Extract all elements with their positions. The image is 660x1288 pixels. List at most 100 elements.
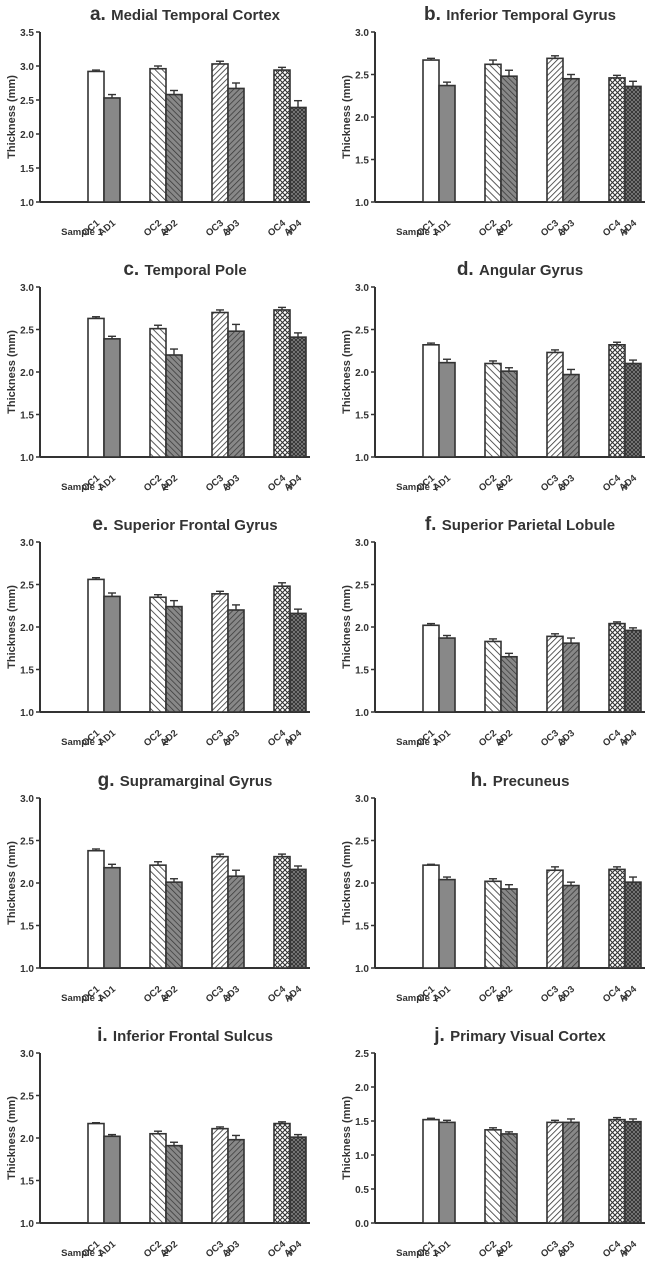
bar-ad1 [438, 84, 456, 203]
chart-title-letter: i. [97, 1025, 113, 1046]
y-tick-label: 2.5 [355, 1049, 369, 1060]
bar-ad1 [438, 1121, 456, 1224]
bar-oc2 [149, 864, 167, 969]
chart-panel-6: f. Superior Parietal Lobule Thickness (mm… [341, 514, 645, 749]
x-tick-label-ad3: AD3 [555, 728, 577, 749]
y-tick-label: 2.5 [355, 326, 369, 337]
x-tick-label-ad4: AD4 [282, 983, 304, 1004]
y-tick-label: 2.5 [20, 837, 34, 848]
y-tick-label: 1.0 [355, 1151, 369, 1162]
bar-ad4 [289, 868, 307, 969]
y-tick-label: 3.0 [20, 62, 34, 73]
sample-label: Sample 1 [396, 737, 438, 748]
y-tick-label: 2.5 [20, 1092, 34, 1103]
sample-label: 2 [498, 482, 503, 493]
sample-label: 4 [287, 1248, 293, 1259]
bar-ad3 [562, 77, 580, 203]
bar-oc3 [211, 593, 229, 713]
y-tick-label: 3.0 [20, 1049, 34, 1060]
y-axis-label: Thickness (mm) [341, 841, 353, 925]
x-tick-label-ad2: AD2 [493, 473, 515, 494]
x-tick-label-ad4: AD4 [617, 1238, 639, 1259]
y-tick-label: 0.5 [355, 1185, 369, 1196]
chart-title-text: Supramarginal Gyrus [120, 773, 273, 790]
sample-label: 3 [225, 993, 230, 1004]
chart-title: g. Supramarginal Gyrus [98, 770, 273, 791]
sample-label: 3 [225, 482, 230, 493]
bar-oc2 [149, 1132, 167, 1224]
sample-label: 3 [560, 1248, 565, 1259]
chart-title: f. Superior Parietal Lobule [425, 514, 615, 535]
bar-ad3 [562, 884, 580, 969]
bar-oc4 [273, 585, 291, 713]
x-tick-label-ad2: AD2 [493, 984, 515, 1005]
sample-label: Sample 1 [396, 482, 438, 493]
bar-oc3 [211, 63, 229, 203]
bar-ad3 [227, 87, 245, 203]
x-tick-label-ad3: AD3 [555, 1239, 577, 1260]
sample-label: Sample 1 [61, 482, 103, 493]
x-tick-label-ad3: AD3 [220, 218, 242, 239]
chart-title: c. Temporal Pole [123, 259, 246, 280]
sample-label: Sample 1 [61, 1248, 103, 1259]
sample-label: 4 [287, 227, 293, 238]
sample-label: 3 [225, 227, 230, 238]
bar-oc4 [273, 309, 291, 458]
bar-ad3 [227, 1138, 245, 1224]
bar-ad3 [227, 609, 245, 713]
x-tick-label-ad2: AD2 [493, 218, 515, 239]
x-tick-label-ad3: AD3 [555, 984, 577, 1005]
x-tick-label-ad3: AD3 [220, 728, 242, 749]
y-tick-label: 1.5 [355, 666, 369, 677]
y-tick-label: 1.5 [20, 922, 34, 933]
x-tick-label-ad2: AD2 [493, 728, 515, 749]
x-tick-label-ad3: AD3 [555, 218, 577, 239]
y-tick-label: 1.0 [355, 708, 369, 719]
x-tick-label-ad4: AD4 [617, 217, 639, 238]
bar-ad2 [500, 75, 518, 203]
bar-ad2 [165, 1144, 183, 1224]
y-axis-label: Thickness (mm) [6, 330, 18, 414]
y-tick-label: 2.5 [355, 837, 369, 848]
bar-ad2 [500, 888, 518, 969]
chart-title-letter: c. [123, 259, 144, 280]
bar-ad2 [165, 605, 183, 713]
y-axis-label: Thickness (mm) [341, 330, 353, 414]
bar-oc2 [149, 327, 167, 458]
bar-oc2 [149, 67, 167, 203]
x-tick-label-ad3: AD3 [220, 1239, 242, 1260]
y-tick-label: 2.0 [355, 368, 369, 379]
bar-ad1 [103, 338, 121, 458]
y-tick-label: 1.5 [20, 666, 34, 677]
bar-oc4 [273, 69, 291, 203]
bar-oc4 [608, 1118, 626, 1224]
x-tick-label-ad3: AD3 [220, 473, 242, 494]
chart-title-letter: j. [433, 1025, 450, 1046]
y-tick-label: 2.0 [20, 879, 34, 890]
chart-title-letter: h. [471, 770, 493, 791]
y-tick-label: 2.0 [20, 130, 34, 141]
sample-label: 3 [225, 1248, 230, 1259]
chart-title-text: Inferior Frontal Sulcus [113, 1028, 273, 1045]
bar-ad3 [562, 373, 580, 458]
bar-ad1 [103, 866, 121, 969]
bar-ad1 [103, 595, 121, 713]
bar-oc3 [211, 855, 229, 969]
sample-label: 3 [560, 482, 565, 493]
sample-label: 2 [163, 482, 168, 493]
bar-oc4 [273, 855, 291, 969]
sample-label: 2 [163, 993, 168, 1004]
x-tick-label-ad2: AD2 [158, 984, 180, 1005]
sample-label: Sample 1 [61, 227, 103, 238]
y-tick-label: 1.5 [20, 411, 34, 422]
bar-ad4 [289, 1136, 307, 1224]
sample-label: 2 [498, 227, 503, 238]
bar-oc1 [87, 849, 105, 969]
x-tick-label-ad2: AD2 [158, 218, 180, 239]
chart-panel-9: i. Inferior Frontal Sulcus Thickness (mm)… [6, 1025, 310, 1260]
y-axis-label: Thickness (mm) [341, 585, 353, 669]
bar-ad4 [624, 85, 642, 203]
y-tick-label: 0.0 [355, 1219, 369, 1230]
